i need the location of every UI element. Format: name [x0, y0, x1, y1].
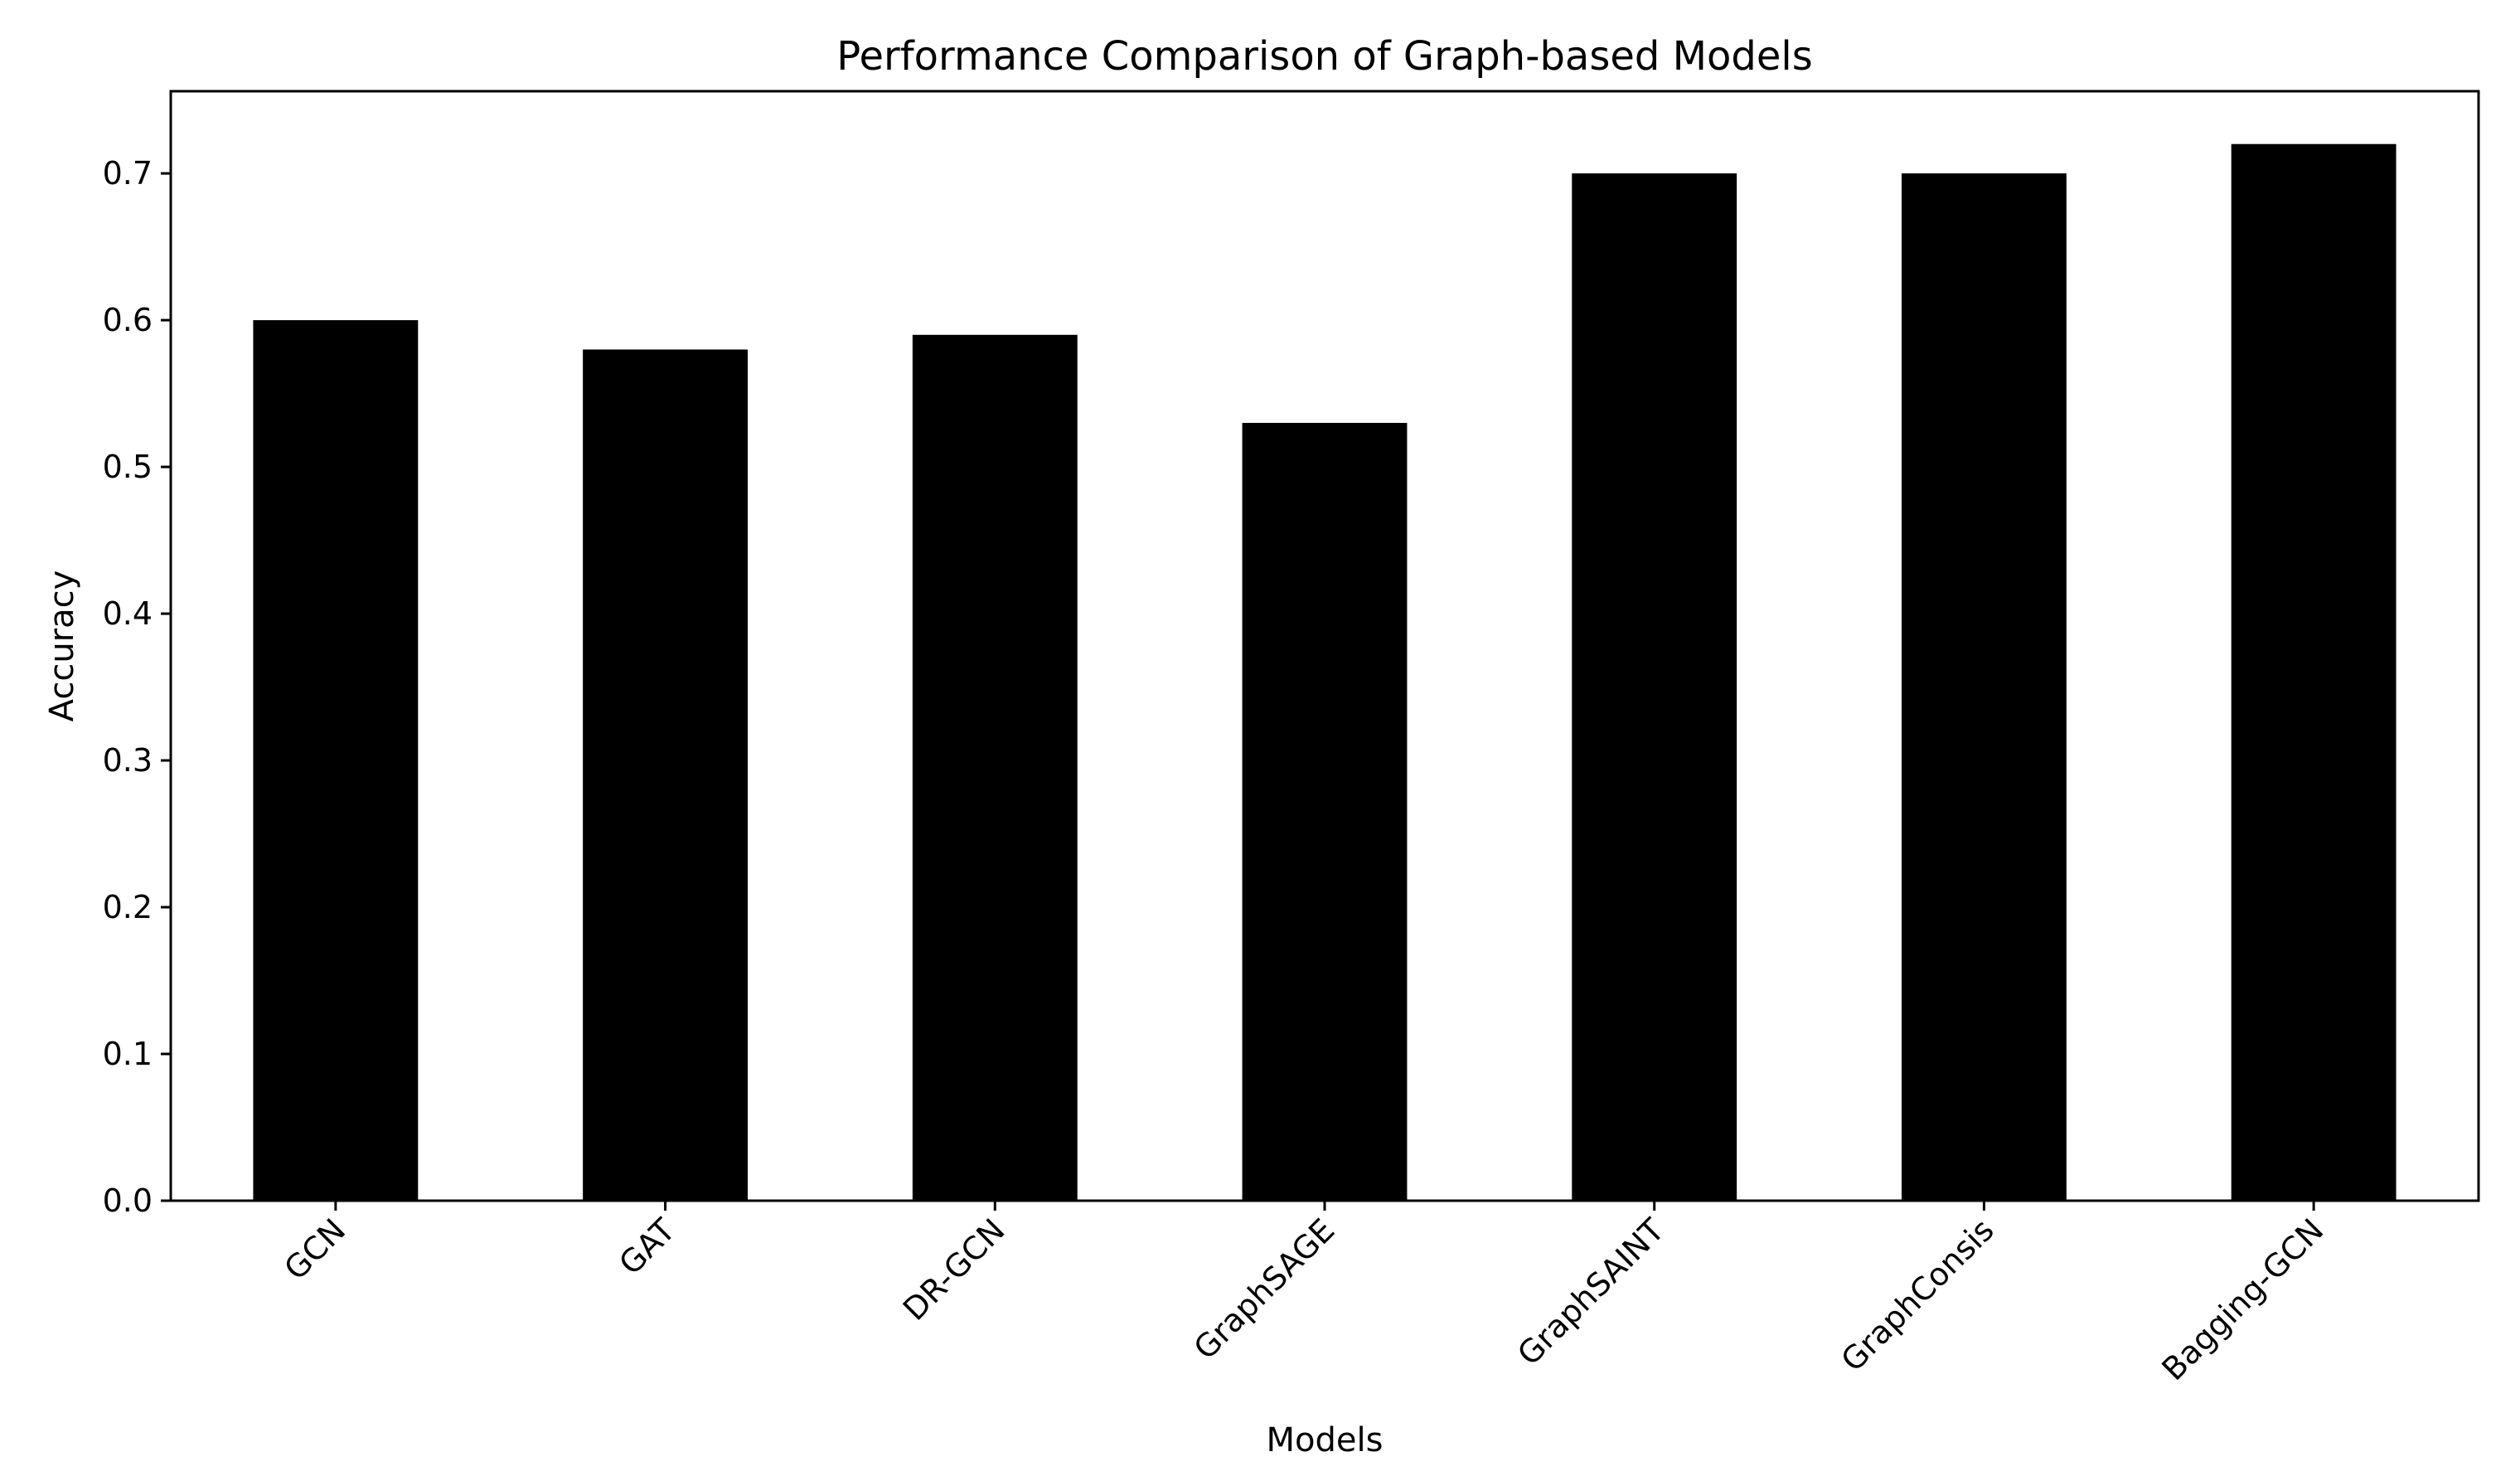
y-tick-label: 0.7 — [103, 155, 153, 192]
x-axis-label: Models — [1267, 1421, 1384, 1459]
y-tick-label: 0.1 — [103, 1036, 153, 1072]
bar-bagging-gcn — [2231, 143, 2396, 1202]
y-tick-label: 0.5 — [103, 449, 153, 485]
plot-frame — [169, 90, 2480, 1202]
y-tick-label: 0.6 — [103, 302, 153, 338]
y-axis-ticks: 0.0 0.1 0.2 0.3 0.4 0.5 0.6 0.7 — [103, 155, 171, 1219]
y-tick-label: 0.3 — [103, 742, 153, 779]
bar-dr-gcn — [912, 334, 1078, 1201]
bars-layer — [253, 143, 2396, 1202]
bar-graphconsis — [1902, 173, 2067, 1202]
chart-title: Performance Comparison of Graph-based Mo… — [836, 33, 1812, 80]
y-tick-label: 0.2 — [103, 889, 153, 925]
bar-gat — [583, 349, 748, 1201]
bar-gcn — [253, 320, 419, 1202]
bar-graphsaint — [1572, 173, 1737, 1202]
y-axis-label: Accuracy — [43, 570, 81, 722]
bar-graphsage — [1242, 422, 1408, 1201]
y-tick-label: 0.4 — [103, 595, 153, 632]
y-tick-label: 0.0 — [103, 1182, 153, 1219]
